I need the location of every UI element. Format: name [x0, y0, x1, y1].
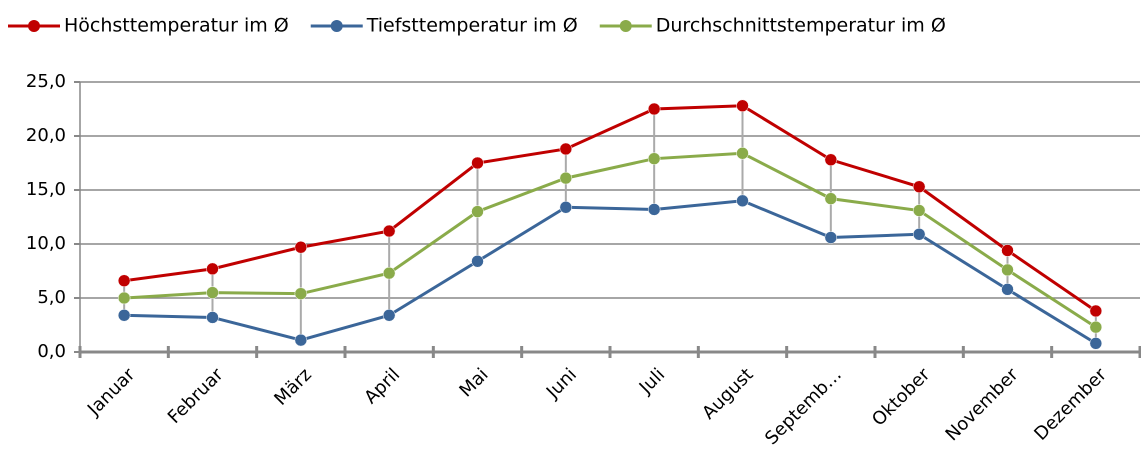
legend-marker [28, 20, 40, 32]
x-tick-label: März [270, 364, 316, 410]
point [824, 231, 838, 244]
series-line [124, 151, 1097, 329]
point [824, 153, 838, 167]
y-tick-label: 10,0 [26, 233, 66, 254]
point [559, 142, 573, 156]
x-tick-label: Mai [455, 364, 492, 401]
y-tick-label: 25,0 [26, 71, 66, 92]
point [912, 204, 926, 217]
y-tick-label: 5,0 [37, 287, 66, 308]
point [1089, 304, 1103, 318]
point [559, 201, 573, 214]
point [912, 180, 926, 194]
legend-label: Höchsttemperatur im Ø [64, 15, 289, 37]
x-tick-label: August [698, 364, 757, 423]
point [382, 224, 396, 238]
point [1089, 337, 1103, 350]
y-tick-label: 0,0 [37, 341, 66, 362]
point [471, 205, 484, 218]
point [736, 194, 749, 208]
point [1001, 244, 1014, 257]
point [647, 203, 661, 216]
legend-label: Durchschnittstemperatur im Ø [656, 15, 946, 37]
point [294, 240, 308, 254]
point [206, 262, 219, 276]
x-tick-label: Dezember [1030, 364, 1111, 445]
x-tick-label: Januar [83, 364, 140, 421]
x-tick-label: Juni [542, 364, 581, 403]
point [294, 333, 308, 347]
y-tick-label: 15,0 [26, 179, 66, 200]
legend: Höchsttemperatur im Ø Tiefsttemperatur im… [8, 15, 946, 37]
point [647, 102, 661, 116]
point [736, 99, 749, 113]
x-tick-label: Septemb… [761, 364, 846, 449]
point [1001, 283, 1014, 296]
point [117, 291, 131, 305]
series-line [124, 199, 1097, 345]
x-tick-label: Oktober [868, 364, 935, 431]
point [471, 255, 484, 268]
point [1001, 263, 1014, 277]
point [824, 192, 838, 205]
point [117, 274, 131, 287]
series-line [123, 104, 1097, 313]
point [382, 266, 396, 280]
x-tick-label: November [942, 364, 1023, 445]
point [1089, 320, 1103, 334]
point [206, 286, 219, 299]
x-tick-label: Juli [635, 364, 669, 398]
point [647, 152, 661, 165]
x-tick-label: April [360, 364, 404, 408]
x-tick-label: Februar [164, 364, 228, 428]
legend-label: Tiefsttemperatur im Ø [366, 15, 578, 37]
point [117, 309, 131, 322]
point [471, 156, 484, 170]
point [912, 228, 926, 241]
point [294, 287, 308, 300]
legend-marker [619, 20, 632, 32]
legend-marker [330, 20, 343, 32]
point [382, 309, 396, 322]
y-tick-label: 20,0 [26, 125, 66, 146]
point [559, 171, 573, 185]
point [206, 311, 219, 324]
point [736, 147, 749, 160]
